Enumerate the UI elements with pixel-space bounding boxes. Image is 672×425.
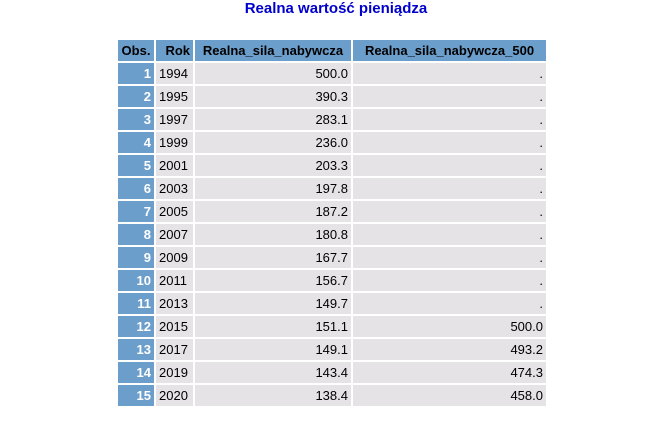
header-realna-sila-nabywcza-500: Realna_sila_nabywcza_500	[353, 40, 546, 61]
row-realna-sila-nabywcza-500-cell: .	[353, 201, 546, 222]
table-header-row: Obs. Rok Realna_sila_nabywcza Realna_sil…	[118, 40, 546, 61]
table-row: 9 2009 167.7.	[118, 247, 546, 268]
table-row: 11 2013 149.7.	[118, 293, 546, 314]
table-row: 12 2015 151.1 500.0	[118, 316, 546, 337]
row-realna-sila-nabywcza-cell: 390.3	[195, 86, 351, 107]
row-realna-sila-nabywcza-cell: 236.0	[195, 132, 351, 153]
row-realna-sila-nabywcza-cell: 203.3	[195, 155, 351, 176]
row-realna-sila-nabywcza-cell: 151.1	[195, 316, 351, 337]
row-rok-cell: 2005	[156, 201, 193, 222]
row-realna-sila-nabywcza-500-cell: 474.3	[353, 362, 546, 383]
row-rok-cell: 1994	[156, 63, 193, 84]
report-title: Realna wartość pieniądza	[244, 0, 428, 17]
row-realna-sila-nabywcza-500-cell: .	[353, 247, 546, 268]
header-obs: Obs.	[118, 40, 154, 61]
row-realna-sila-nabywcza-500-cell: .	[353, 178, 546, 199]
row-realna-sila-nabywcza-500-cell: .	[353, 86, 546, 107]
row-obs-cell: 7	[118, 201, 154, 222]
row-obs-cell: 14	[118, 362, 154, 383]
row-rok-cell: 1997	[156, 109, 193, 130]
row-realna-sila-nabywcza-500-cell: 493.2	[353, 339, 546, 360]
table-row: 14 2019 143.4 474.3	[118, 362, 546, 383]
table-row: 4 1999 236.0.	[118, 132, 546, 153]
table-row: 3 1997 283.1.	[118, 109, 546, 130]
header-rok: Rok	[156, 40, 193, 61]
row-rok-cell: 2017	[156, 339, 193, 360]
row-rok-cell: 2011	[156, 270, 193, 291]
row-rok-cell: 2003	[156, 178, 193, 199]
table-row: 1 1994 500.0.	[118, 63, 546, 84]
row-realna-sila-nabywcza-cell: 149.7	[195, 293, 351, 314]
row-realna-sila-nabywcza-cell: 180.8	[195, 224, 351, 245]
row-obs-cell: 11	[118, 293, 154, 314]
row-obs-cell: 10	[118, 270, 154, 291]
row-realna-sila-nabywcza-500-cell: 458.0	[353, 385, 546, 406]
row-rok-cell: 1999	[156, 132, 193, 153]
row-rok-cell: 2019	[156, 362, 193, 383]
table-row: 6 2003 197.8.	[118, 178, 546, 199]
row-rok-cell: 2001	[156, 155, 193, 176]
row-realna-sila-nabywcza-cell: 283.1	[195, 109, 351, 130]
row-realna-sila-nabywcza-500-cell: 500.0	[353, 316, 546, 337]
row-rok-cell: 2020	[156, 385, 193, 406]
row-obs-cell: 12	[118, 316, 154, 337]
row-rok-cell: 1995	[156, 86, 193, 107]
row-rok-cell: 2007	[156, 224, 193, 245]
row-rok-cell: 2013	[156, 293, 193, 314]
row-obs-cell: 15	[118, 385, 154, 406]
row-rok-cell: 2015	[156, 316, 193, 337]
row-realna-sila-nabywcza-cell: 167.7	[195, 247, 351, 268]
row-obs-cell: 1	[118, 63, 154, 84]
row-obs-cell: 13	[118, 339, 154, 360]
table-row: 15 2020 138.4 458.0	[118, 385, 546, 406]
row-realna-sila-nabywcza-cell: 197.8	[195, 178, 351, 199]
table-body: 1 1994 500.0. 2 1995 390.3. 3 1997 283.1. 4 1999 23…	[118, 63, 546, 406]
row-realna-sila-nabywcza-500-cell: .	[353, 63, 546, 84]
row-realna-sila-nabywcza-500-cell: .	[353, 293, 546, 314]
row-realna-sila-nabywcza-cell: 500.0	[195, 63, 351, 84]
table-row: 10 2011 156.7.	[118, 270, 546, 291]
row-realna-sila-nabywcza-500-cell: .	[353, 132, 546, 153]
row-rok-cell: 2009	[156, 247, 193, 268]
row-realna-sila-nabywcza-cell: 138.4	[195, 385, 351, 406]
header-realna-sila-nabywcza: Realna_sila_nabywcza	[195, 40, 351, 61]
table-row: 2 1995 390.3.	[118, 86, 546, 107]
row-obs-cell: 6	[118, 178, 154, 199]
row-obs-cell: 9	[118, 247, 154, 268]
table-row: 13 2017 149.1 493.2	[118, 339, 546, 360]
row-obs-cell: 4	[118, 132, 154, 153]
row-realna-sila-nabywcza-cell: 143.4	[195, 362, 351, 383]
row-obs-cell: 5	[118, 155, 154, 176]
table-row: 8 2007 180.8.	[118, 224, 546, 245]
row-realna-sila-nabywcza-500-cell: .	[353, 155, 546, 176]
row-realna-sila-nabywcza-cell: 149.1	[195, 339, 351, 360]
row-obs-cell: 2	[118, 86, 154, 107]
row-obs-cell: 3	[118, 109, 154, 130]
row-realna-sila-nabywcza-500-cell: .	[353, 270, 546, 291]
row-realna-sila-nabywcza-cell: 156.7	[195, 270, 351, 291]
row-realna-sila-nabywcza-500-cell: .	[353, 109, 546, 130]
row-realna-sila-nabywcza-500-cell: .	[353, 224, 546, 245]
data-table: Obs. Rok Realna_sila_nabywcza Realna_sil…	[116, 38, 548, 408]
row-realna-sila-nabywcza-cell: 187.2	[195, 201, 351, 222]
row-obs-cell: 8	[118, 224, 154, 245]
table-row: 7 2005 187.2.	[118, 201, 546, 222]
table-row: 5 2001 203.3.	[118, 155, 546, 176]
